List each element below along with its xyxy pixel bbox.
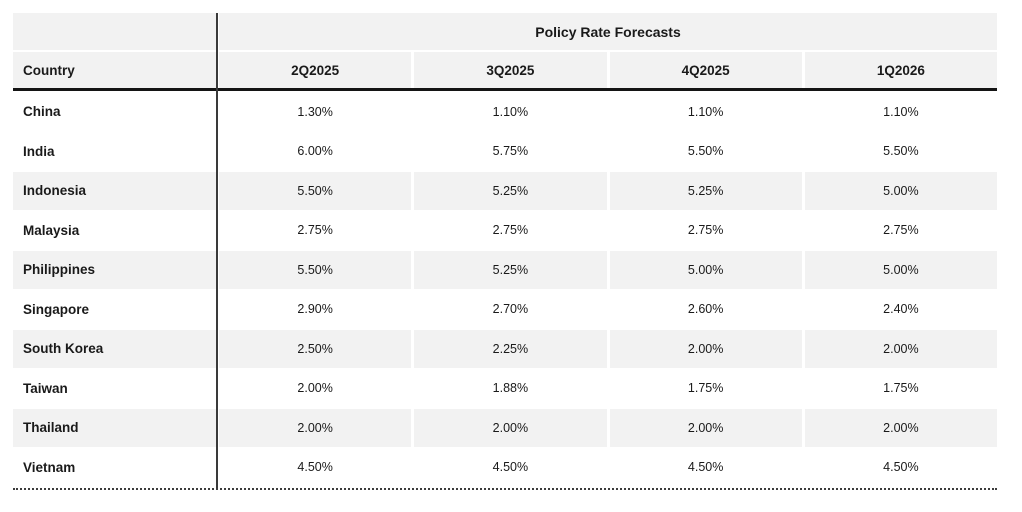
rate-value: 4.50% — [492, 460, 529, 475]
rate-value: 5.00% — [609, 251, 802, 289]
table-title: Policy Rate Forecasts — [219, 13, 997, 50]
rate-value: 2.75% — [492, 223, 529, 238]
table-title-row: Policy Rate Forecasts — [13, 13, 997, 50]
column-header-3q2025: 3Q2025 — [414, 52, 607, 88]
country-label: Taiwan — [23, 380, 68, 396]
rate-value: 6.00% — [297, 144, 333, 159]
country-label: Indonesia — [13, 172, 216, 210]
rate-value: 2.60% — [687, 302, 724, 317]
table-row: Thailand 2.00% 2.00% 2.00% 2.00% — [13, 409, 997, 447]
rate-value: 5.50% — [687, 144, 724, 159]
table-row: South Korea 2.50% 2.25% 2.00% 2.00% — [13, 330, 997, 368]
rate-value: 2.50% — [219, 330, 412, 368]
table-row: Vietnam 4.50% 4.50% 4.50% 4.50% — [13, 449, 997, 487]
header-rule — [13, 88, 997, 91]
rate-value: 1.75% — [883, 381, 919, 396]
table-header-row: Country 2Q2025 3Q2025 4Q2025 1Q2026 — [13, 52, 997, 88]
rate-value: 2.00% — [219, 409, 412, 447]
title-row-empty-cell — [13, 13, 216, 50]
column-header-country: Country — [13, 52, 216, 88]
rate-value: 4.50% — [687, 460, 724, 475]
rate-value: 5.50% — [219, 251, 412, 289]
table-row: Malaysia 2.75% 2.75% 2.75% 2.75% — [13, 212, 997, 250]
table-row: Taiwan 2.00% 1.88% 1.75% 1.75% — [13, 370, 997, 408]
table-body: China 1.30% 1.10% 1.10% 1.10% India 6.00… — [13, 93, 997, 486]
rate-value: 2.75% — [687, 223, 724, 238]
rate-value: 2.00% — [804, 330, 997, 368]
column-header-4q2025: 4Q2025 — [609, 52, 802, 88]
country-label: Philippines — [13, 251, 216, 289]
rate-value: 2.00% — [297, 381, 333, 396]
country-label: Vietnam — [23, 459, 76, 475]
rate-value: 5.25% — [414, 172, 607, 210]
table-row: Philippines 5.50% 5.25% 5.00% 5.00% — [13, 251, 997, 289]
rate-value: 1.10% — [883, 104, 919, 119]
table-row: Singapore 2.90% 2.70% 2.60% 2.40% — [13, 291, 997, 329]
country-label: Thailand — [13, 409, 216, 447]
rate-value: 2.00% — [414, 409, 607, 447]
rate-value: 1.88% — [492, 381, 529, 396]
rate-value: 5.00% — [804, 172, 997, 210]
rate-value: 2.40% — [883, 302, 919, 317]
country-column-divider — [216, 13, 218, 488]
table-row: Indonesia 5.50% 5.25% 5.25% 5.00% — [13, 172, 997, 210]
policy-rate-table: Policy Rate Forecasts Country 2Q2025 3Q2… — [13, 13, 997, 490]
rate-value: 5.25% — [609, 172, 802, 210]
rate-value: 2.00% — [609, 330, 802, 368]
table-row: China 1.30% 1.10% 1.10% 1.10% — [13, 93, 997, 131]
country-label: Singapore — [23, 301, 90, 317]
country-label: Malaysia — [23, 222, 80, 238]
rate-value: 4.50% — [883, 460, 919, 475]
rate-value: 1.10% — [492, 104, 529, 119]
rate-value: 5.50% — [883, 144, 919, 159]
rate-value: 4.50% — [297, 460, 333, 475]
rate-value: 2.75% — [883, 223, 919, 238]
column-header-1q2026: 1Q2026 — [804, 52, 997, 88]
rate-value: 5.00% — [804, 251, 997, 289]
rate-value: 2.00% — [804, 409, 997, 447]
rate-value: 1.75% — [687, 381, 724, 396]
rate-value: 2.70% — [492, 302, 529, 317]
country-label: India — [23, 143, 55, 159]
rate-value: 2.75% — [297, 223, 333, 238]
country-label: South Korea — [13, 330, 216, 368]
rate-value: 2.25% — [414, 330, 607, 368]
bottom-dotted-rule — [13, 488, 997, 490]
table-row: India 6.00% 5.75% 5.50% 5.50% — [13, 133, 997, 171]
country-label: China — [23, 104, 61, 120]
column-header-2q2025: 2Q2025 — [219, 52, 412, 88]
rate-value: 5.75% — [492, 144, 529, 159]
rate-value: 5.25% — [414, 251, 607, 289]
rate-value: 2.90% — [297, 302, 333, 317]
rate-value: 1.10% — [687, 104, 724, 119]
rate-value: 5.50% — [219, 172, 412, 210]
rate-value: 2.00% — [609, 409, 802, 447]
rate-value: 1.30% — [297, 104, 333, 119]
